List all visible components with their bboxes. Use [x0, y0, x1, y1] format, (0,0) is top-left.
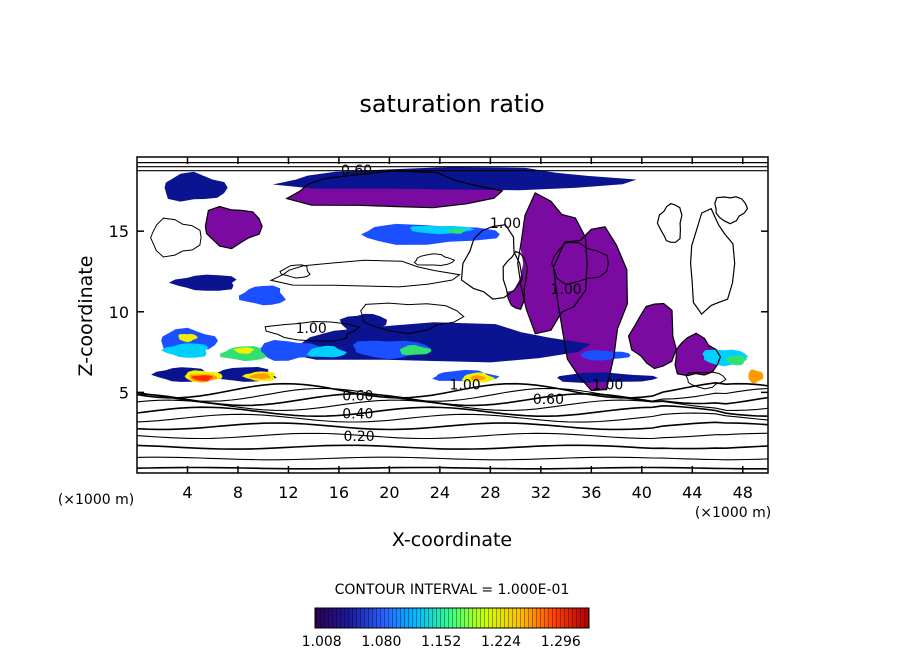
contour-loop — [279, 264, 311, 279]
saturation-boundary — [689, 207, 736, 316]
saturation-region-yellow — [178, 333, 198, 343]
saturation-boundary — [502, 250, 529, 311]
colorbar-tick-label: 1.080 — [361, 634, 401, 650]
saturation-region-cyan — [409, 225, 475, 235]
x-tick-label: 32 — [531, 483, 551, 502]
subsaturated-hole — [687, 217, 735, 317]
saturation-region-cyan — [161, 343, 209, 358]
x-tick-label: 20 — [379, 483, 399, 502]
x-tick-label: 8 — [233, 483, 243, 502]
y-axis-label: Z-coordinate — [75, 256, 97, 377]
contour-label: 1.00 — [490, 216, 521, 232]
contour-label: 0.60 — [342, 389, 373, 405]
contour-label: 1.00 — [592, 377, 623, 393]
saturation-region-purple — [675, 333, 721, 376]
saturation-boundary — [552, 226, 629, 392]
saturation-region-green — [400, 344, 432, 356]
saturation-region-navy — [168, 274, 237, 291]
contour-loop — [360, 302, 465, 335]
contour-line — [137, 387, 768, 402]
contour-line — [137, 432, 768, 440]
x-tick-label: 28 — [480, 483, 500, 502]
colorbar-stripes — [315, 608, 589, 628]
contour-line — [137, 444, 768, 450]
contour-interval-text: CONTOUR INTERVAL = 1.000E-01 — [335, 582, 570, 598]
saturation-region-blue — [258, 340, 322, 361]
colorbar-tick-label: 1.296 — [541, 634, 581, 650]
contour-line — [137, 381, 768, 399]
saturation-boundary — [714, 196, 749, 225]
contour-loop — [150, 217, 202, 258]
contour-line — [137, 392, 768, 407]
contour-loop — [264, 320, 361, 342]
x-tick-label: 36 — [581, 483, 601, 502]
contour-line — [137, 466, 768, 470]
saturation-region-green — [445, 228, 467, 234]
saturation-boundary — [674, 332, 722, 377]
saturation-region-green — [725, 355, 747, 366]
saturation-region-orange — [249, 373, 272, 380]
contour-line — [137, 421, 768, 431]
x-tick-label: 16 — [329, 483, 349, 502]
contour-label: 0.20 — [344, 429, 375, 445]
contour-loop — [685, 371, 727, 390]
saturation-region-navy — [164, 171, 228, 202]
y-tick-label: 10 — [109, 303, 129, 322]
colorbar: 1.008 1.080 1.152 1.224 1.296 — [302, 607, 590, 650]
x-tick-label: 44 — [682, 483, 702, 502]
z-unit-label: (×1000 m) — [58, 492, 134, 508]
saturation-region-blue — [238, 285, 286, 306]
saturation-region-orange — [470, 375, 486, 381]
contour-label: 0.60 — [533, 392, 564, 408]
saturation-region-navy — [339, 313, 387, 337]
saturation-boundary — [627, 302, 677, 370]
x-tick-label: 4 — [182, 483, 192, 502]
y-tick-label: 15 — [109, 222, 129, 241]
saturation-boundary — [460, 224, 524, 300]
contour-label: 0.40 — [342, 406, 373, 422]
colorbar-tick-label: 1.152 — [421, 634, 461, 650]
saturation-region-navy — [272, 166, 637, 191]
x-axis-label: X-coordinate — [392, 529, 512, 551]
x-tick-label: 12 — [278, 483, 298, 502]
colorbar-tick-label: 1.008 — [302, 634, 342, 650]
y-tick-label: 5 — [119, 383, 129, 402]
subsaturated-hole — [466, 222, 524, 302]
contour-line — [137, 404, 768, 418]
saturation-region-red — [191, 375, 214, 381]
saturation-region-cyan — [702, 349, 749, 367]
saturation-boundary — [656, 202, 683, 243]
subsaturated-hole — [712, 194, 747, 222]
plot-area: 0.200.400.60 0.601.00 1.001.001.001.000.60 — [136, 156, 769, 474]
saturation-region-orange — [748, 369, 764, 384]
chart-title: saturation ratio — [359, 90, 544, 118]
saturation-region-cyan — [306, 345, 347, 358]
colorbar-tick-label: 1.224 — [481, 634, 521, 650]
x-tick-label: 24 — [430, 483, 450, 502]
saturation-region-yellow — [233, 347, 255, 354]
x-tick-label: 40 — [632, 483, 652, 502]
contour-loop — [413, 253, 456, 267]
contour-label: 0.60 — [341, 163, 372, 179]
x-unit-label: (×1000 m) — [695, 505, 771, 521]
contour-label: 1.00 — [296, 321, 327, 337]
contour-line — [137, 412, 768, 423]
saturation-region-purple — [628, 303, 677, 369]
saturation-region-blue — [579, 350, 631, 361]
contour-loop — [551, 242, 609, 285]
saturation-boundary — [285, 170, 504, 209]
contour-label: 1.00 — [550, 282, 581, 298]
x-tick-label: 48 — [733, 483, 753, 502]
saturation-boundary — [517, 192, 588, 335]
plot-frame — [136, 156, 769, 474]
subsaturated-hole — [659, 201, 683, 245]
contour-line — [137, 456, 768, 461]
saturation-boundary — [204, 205, 263, 250]
contour-label: 1.00 — [450, 377, 481, 393]
